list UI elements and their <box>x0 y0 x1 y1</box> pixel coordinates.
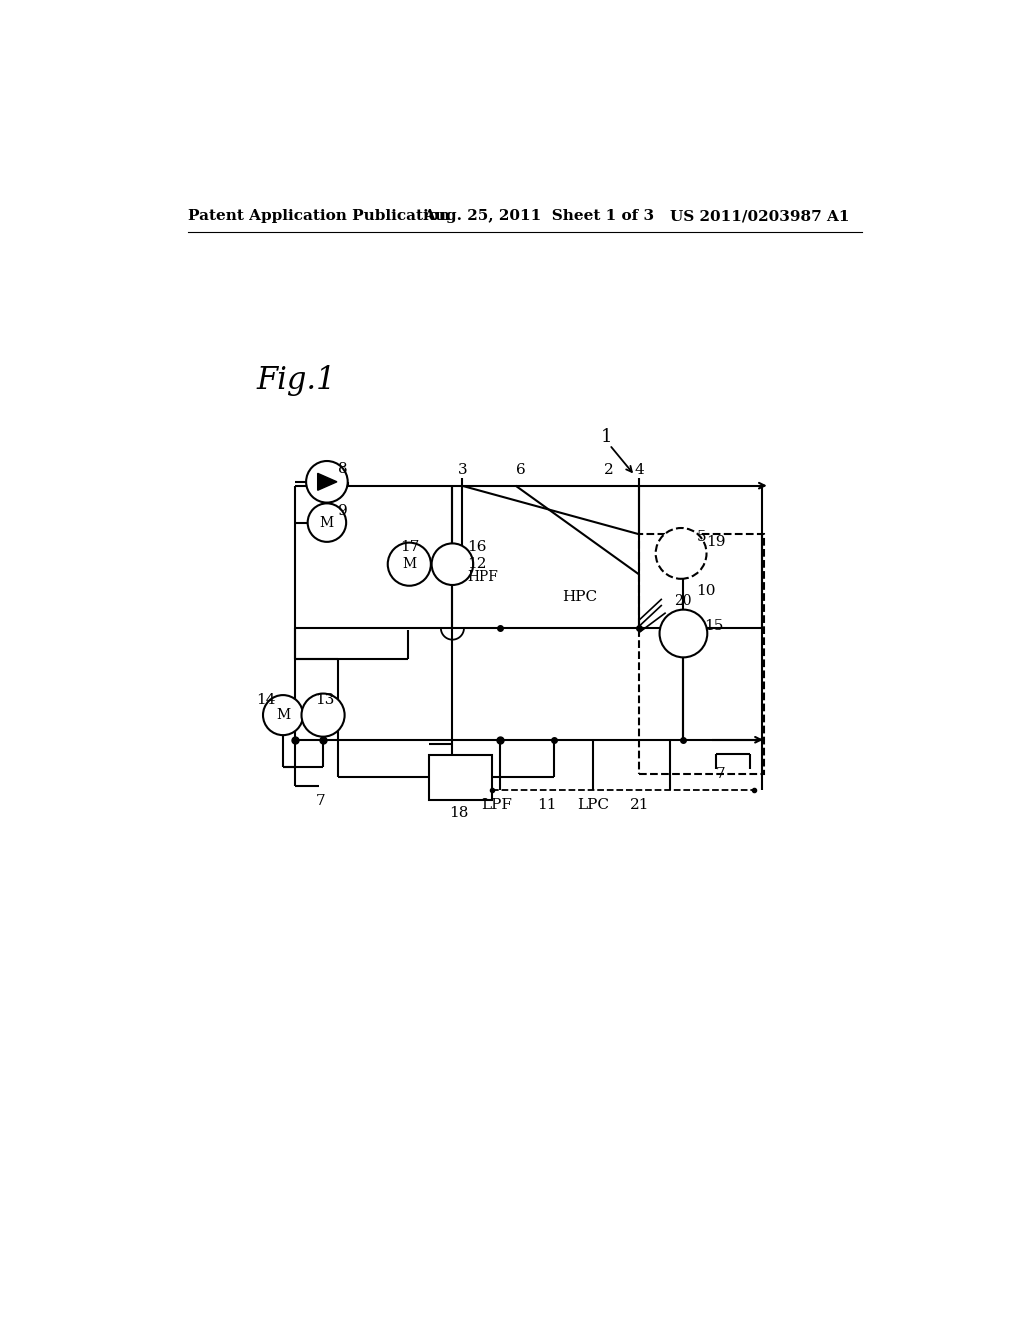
Circle shape <box>263 696 303 735</box>
Text: M: M <box>319 516 334 529</box>
Text: 3: 3 <box>458 463 467 478</box>
Circle shape <box>306 461 348 503</box>
Bar <box>429 755 493 800</box>
Circle shape <box>655 528 707 579</box>
Text: 10: 10 <box>696 585 716 598</box>
Text: 17: 17 <box>400 540 420 554</box>
Text: 20: 20 <box>674 594 691 609</box>
Text: 14: 14 <box>256 693 275 706</box>
Text: 9: 9 <box>339 504 348 517</box>
Text: 18: 18 <box>450 807 469 820</box>
Text: LPC: LPC <box>578 799 609 812</box>
Text: HPF: HPF <box>467 569 498 583</box>
Text: 8: 8 <box>339 462 348 475</box>
Text: 4: 4 <box>635 463 645 478</box>
Circle shape <box>388 543 431 586</box>
Text: 19: 19 <box>707 535 726 549</box>
Text: 12: 12 <box>467 557 486 572</box>
Text: 7: 7 <box>315 795 325 808</box>
Text: LPF: LPF <box>481 799 512 812</box>
Text: 5: 5 <box>696 531 707 544</box>
Text: 11: 11 <box>538 799 557 812</box>
Text: 21: 21 <box>630 799 649 812</box>
Polygon shape <box>317 474 337 490</box>
Text: M: M <box>275 708 290 722</box>
Text: HPC: HPC <box>562 590 597 605</box>
Text: 16: 16 <box>467 540 486 554</box>
Text: Aug. 25, 2011  Sheet 1 of 3: Aug. 25, 2011 Sheet 1 of 3 <box>423 209 654 223</box>
Text: 2: 2 <box>604 463 613 478</box>
Circle shape <box>307 503 346 543</box>
Text: 6: 6 <box>515 463 525 478</box>
Text: 7: 7 <box>716 767 725 781</box>
Text: US 2011/0203987 A1: US 2011/0203987 A1 <box>670 209 849 223</box>
Text: 15: 15 <box>705 619 724 632</box>
Bar <box>639 535 764 775</box>
Text: Fig.1: Fig.1 <box>256 364 336 396</box>
Text: Patent Application Publication: Patent Application Publication <box>188 209 451 223</box>
Text: M: M <box>402 557 417 572</box>
Circle shape <box>301 693 345 737</box>
Circle shape <box>659 610 708 657</box>
Text: 13: 13 <box>315 693 335 706</box>
Text: 1: 1 <box>600 428 611 446</box>
Circle shape <box>432 544 473 585</box>
